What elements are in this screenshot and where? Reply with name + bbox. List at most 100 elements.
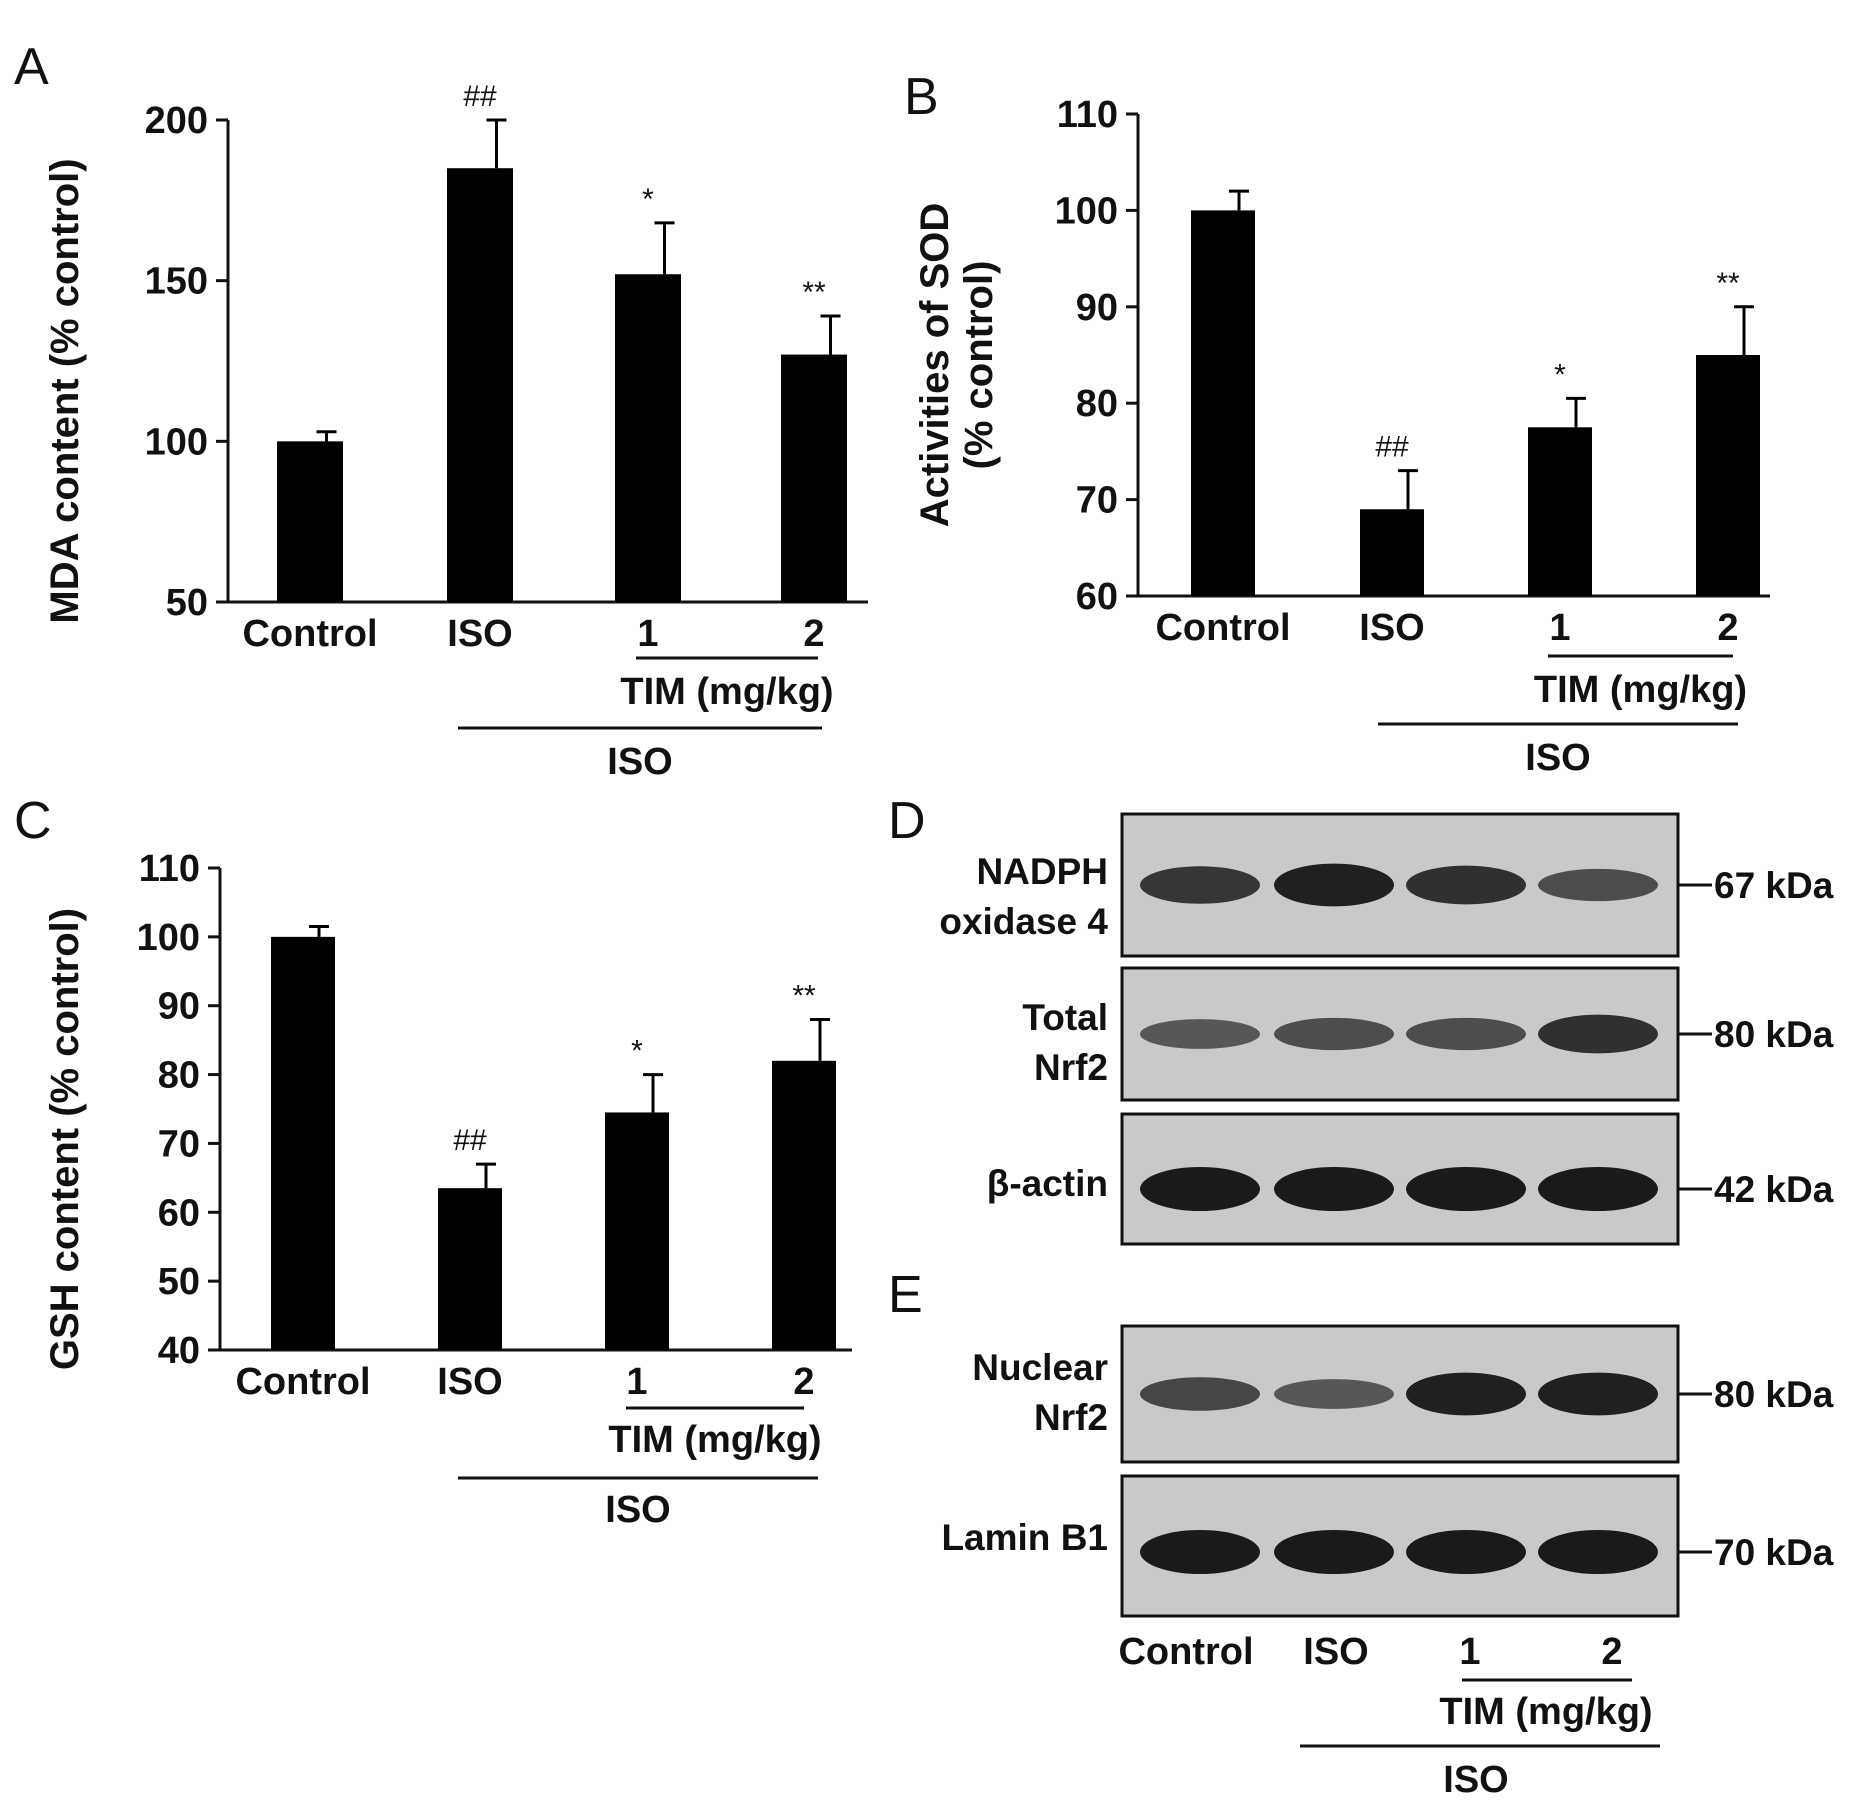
protein-label: Nrf2	[1034, 1397, 1108, 1438]
panel-label-b: B	[904, 68, 939, 126]
x-category-label: 2	[793, 1361, 814, 1403]
protein-label: β-actin	[987, 1163, 1108, 1204]
blot-band	[1140, 1167, 1260, 1211]
x-category-label: 1	[1549, 607, 1570, 649]
y-axis-label: GSH content (% control)	[43, 908, 87, 1370]
blot-band	[1406, 1530, 1526, 1574]
blot-band	[1274, 863, 1394, 907]
blot-band	[1406, 1167, 1526, 1211]
tim-group-label: TIM (mg/kg)	[620, 671, 833, 713]
chart-a: 50 100 150 200 MDA content (% control) Contro…	[43, 80, 868, 783]
tim-group-label: TIM (mg/kg)	[608, 1419, 821, 1461]
blot-category-label: Control	[1118, 1631, 1253, 1673]
kda-label: 70 kDa	[1714, 1532, 1834, 1573]
significance-marker: *	[642, 183, 654, 216]
y-tick-label: 110	[1057, 94, 1118, 136]
y-axis-label: MDA content (% control)	[43, 158, 87, 623]
bar	[772, 1060, 836, 1350]
kda-label: 42 kDa	[1714, 1169, 1834, 1210]
protein-label: Lamin B1	[941, 1517, 1108, 1558]
blot-category-label: ISO	[1303, 1631, 1368, 1673]
blot-band	[1274, 1167, 1394, 1211]
protein-label: Total	[1022, 997, 1108, 1038]
blot-band	[1140, 866, 1260, 904]
iso-group-label: ISO	[1525, 737, 1590, 779]
significance-marker: *	[631, 1035, 643, 1068]
x-category-label: ISO	[1359, 607, 1424, 649]
y-tick-label: 50	[158, 1261, 200, 1303]
bar	[271, 936, 335, 1350]
tim-group-label: TIM (mg/kg)	[1439, 1691, 1652, 1733]
protein-label: Nuclear	[972, 1347, 1108, 1388]
panel-label-a: A	[14, 38, 49, 96]
y-tick-label: 100	[1055, 190, 1118, 232]
bar	[447, 168, 513, 602]
y-axis-label-line: (% control)	[957, 261, 1001, 470]
significance-marker: ##	[1375, 431, 1409, 464]
blot-band	[1538, 868, 1658, 902]
kda-label: 67 kDa	[1714, 865, 1834, 906]
x-category-label: 1	[637, 613, 658, 655]
blot-band	[1274, 1017, 1394, 1051]
bar	[1191, 210, 1255, 596]
panel-label-c: C	[14, 792, 52, 850]
bar	[438, 1188, 502, 1350]
kda-label: 80 kDa	[1714, 1014, 1834, 1055]
blot-band	[1538, 1014, 1658, 1054]
blot-band	[1538, 1167, 1658, 1211]
x-category-label: ISO	[437, 1361, 502, 1403]
y-tick-label: 40	[158, 1330, 200, 1372]
bar	[781, 354, 847, 602]
blot-band	[1538, 1530, 1658, 1574]
y-tick-label: 150	[145, 261, 208, 303]
chart-b: 60 70 80 90 100 110 Activities of SOD (% contro…	[913, 94, 1770, 779]
y-tick-label: 50	[166, 582, 208, 624]
y-tick-label: 100	[145, 421, 208, 463]
tim-group-label: TIM (mg/kg)	[1534, 669, 1747, 711]
significance-marker: **	[802, 276, 826, 309]
significance-marker: ##	[453, 1124, 487, 1157]
blot-band	[1140, 1530, 1260, 1574]
bar	[1696, 355, 1760, 596]
bar	[1360, 509, 1424, 596]
iso-group-label: ISO	[607, 741, 672, 783]
blot-band	[1274, 1530, 1394, 1574]
protein-label: Nrf2	[1034, 1047, 1108, 1088]
y-tick-label: 70	[1076, 480, 1118, 522]
western-blot-d: 67 kDa NADPH oxidase 4 80 kDa Total Nrf2 42 kD…	[939, 812, 1834, 1246]
bar	[605, 1112, 669, 1350]
y-tick-label: 60	[158, 1192, 200, 1234]
y-tick-label: 70	[158, 1123, 200, 1165]
bar	[277, 441, 343, 602]
protein-label: NADPH	[976, 851, 1108, 892]
x-category-label: 1	[626, 1361, 647, 1403]
blot-band	[1274, 1379, 1394, 1409]
panel-label-d: D	[888, 792, 926, 850]
bar	[1528, 427, 1592, 596]
blot-category-label: 2	[1601, 1631, 1622, 1673]
x-category-label: 2	[803, 613, 824, 655]
kda-label: 80 kDa	[1714, 1374, 1834, 1415]
protein-label: oxidase 4	[939, 901, 1108, 942]
x-category-label: Control	[235, 1361, 370, 1403]
x-category-label: Control	[1155, 607, 1290, 649]
blot-band	[1140, 1019, 1260, 1049]
y-tick-label: 60	[1076, 576, 1118, 618]
significance-marker: **	[792, 979, 816, 1012]
bar	[615, 274, 681, 602]
x-category-label: Control	[242, 613, 377, 655]
chart-c: 40 50 60 70 80 90 100 110 GSH content (% control…	[43, 848, 852, 1531]
y-tick-label: 80	[158, 1055, 200, 1097]
x-category-label: ISO	[447, 613, 512, 655]
panel-label-e: E	[888, 1266, 923, 1324]
blot-band	[1406, 865, 1526, 905]
y-tick-label: 90	[158, 986, 200, 1028]
y-tick-label: 200	[145, 100, 208, 142]
y-tick-label: 90	[1076, 287, 1118, 329]
blot-band	[1406, 1372, 1526, 1416]
blot-band	[1538, 1372, 1658, 1416]
x-category-label: 2	[1717, 607, 1738, 649]
y-tick-label: 110	[139, 848, 200, 890]
significance-marker: ##	[463, 80, 497, 113]
